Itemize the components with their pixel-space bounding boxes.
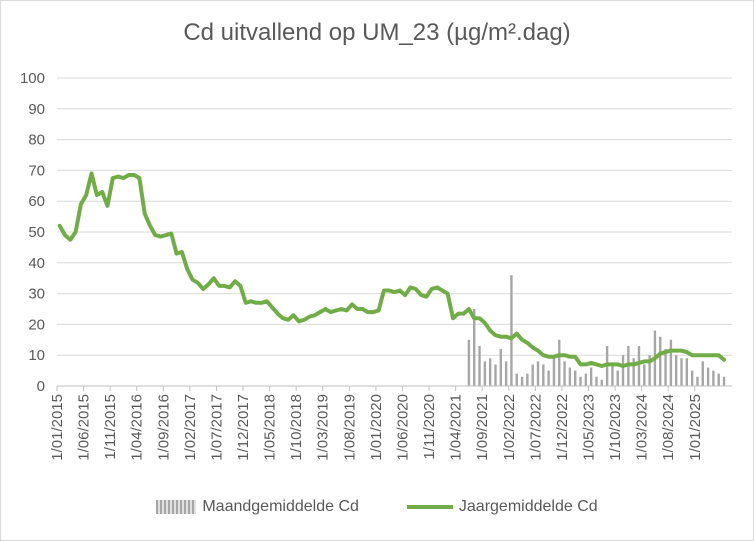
monthly-bar: [669, 339, 673, 386]
x-tick-label: 1/03/2019: [315, 394, 332, 461]
legend-item-yearly: Jaargemiddelde Cd: [406, 498, 598, 516]
monthly-bar: [510, 275, 513, 386]
monthly-bar: [563, 361, 566, 386]
x-tick-label: 1/06/2015: [76, 394, 93, 461]
x-tick-label: 1/07/2022: [527, 394, 544, 461]
x-tick-label: 1/02/2017: [182, 394, 199, 461]
x-tick-label: 1/04/2021: [448, 394, 465, 461]
x-tick-label: 1/07/2017: [208, 394, 225, 461]
monthly-bar: [664, 349, 667, 386]
monthly-bar: [648, 355, 651, 386]
monthly-bar: [494, 364, 497, 386]
monthly-bar: [488, 358, 492, 386]
x-tick-label: 1/12/2017: [235, 394, 252, 461]
monthly-bar: [722, 376, 726, 386]
x-tick-label: 1/11/2020: [421, 394, 438, 460]
monthly-bar: [696, 376, 699, 386]
monthly-bar: [674, 355, 678, 386]
monthly-bar: [568, 367, 572, 386]
monthly-bar: [643, 364, 646, 386]
x-tick-label: 1/05/2018: [262, 394, 279, 461]
x-tick-label: 1/03/2024: [634, 394, 651, 461]
monthly-bar: [611, 364, 614, 386]
monthly-bar: [589, 367, 593, 386]
x-tick-label: 1/12/2022: [554, 394, 571, 461]
monthly-bar: [520, 376, 524, 386]
x-tick-label: 1/06/2020: [394, 394, 411, 461]
monthly-bar: [632, 358, 635, 386]
monthly-bar: [574, 370, 577, 386]
x-tick-label: 1/04/2016: [129, 394, 146, 461]
legend-swatch-monthly: [156, 500, 197, 514]
monthly-bar: [706, 367, 710, 386]
legend: Maandgemiddelde Cd Jaargemiddelde Cd: [1, 498, 753, 516]
x-tick-label: 1/09/2021: [474, 394, 491, 461]
x-tick-label: 1/10/2018: [288, 394, 305, 461]
monthly-bar: [659, 336, 662, 386]
monthly-bar: [558, 339, 561, 386]
x-axis: [56, 385, 732, 391]
monthly-bars: [467, 275, 726, 386]
x-tick-label: 1/08/2019: [341, 394, 358, 461]
monthly-bar: [547, 370, 550, 386]
monthly-bar: [531, 364, 534, 386]
monthly-bar: [685, 358, 689, 386]
monthly-bar: [690, 370, 694, 386]
monthly-bar: [600, 379, 603, 386]
x-tick-label: 1/10/2023: [607, 394, 624, 461]
y-tick-label: 50: [28, 224, 45, 241]
y-tick-label: 100: [20, 70, 45, 87]
monthly-bar: [717, 373, 720, 386]
monthly-bar: [616, 370, 619, 386]
y-axis-labels: 0 10 20 30 40 50 60 70 80 90 100: [20, 70, 45, 395]
monthly-bar: [621, 355, 625, 386]
monthly-bar: [584, 373, 588, 386]
x-tick-label: 1/02/2022: [501, 394, 518, 461]
monthly-bar: [536, 361, 540, 386]
monthly-bar: [712, 370, 715, 386]
monthly-bar: [526, 373, 529, 386]
x-tick-label: 1/11/2015: [102, 394, 119, 460]
monthly-bar: [542, 364, 545, 386]
y-tick-label: 10: [28, 347, 45, 364]
grid-lines: [57, 77, 732, 356]
legend-item-monthly: Maandgemiddelde Cd: [156, 498, 359, 516]
legend-label-monthly: Maandgemiddelde Cd: [202, 498, 359, 515]
monthly-bar: [515, 373, 518, 386]
monthly-bar: [473, 309, 476, 386]
yearly-average-line: [57, 171, 726, 368]
monthly-bar: [552, 355, 556, 386]
y-tick-label: 70: [28, 162, 45, 179]
monthly-bar: [499, 349, 502, 386]
monthly-bar: [483, 361, 487, 386]
x-tick-label: 1/01/2020: [368, 394, 385, 461]
monthly-bar: [478, 345, 481, 386]
chart-title: Cd uitvallend op UM_23 (µg/m².dag): [183, 19, 571, 46]
y-tick-label: 30: [28, 286, 45, 303]
y-tick-label: 90: [28, 101, 45, 118]
y-tick-label: 80: [28, 132, 45, 149]
y-tick-label: 40: [28, 255, 45, 272]
y-tick-label: 60: [28, 193, 45, 210]
x-tick-label: 1/09/2016: [155, 394, 172, 461]
legend-swatch-yearly: [406, 505, 453, 509]
x-tick-label: 1/08/2024: [660, 394, 677, 461]
legend-label-yearly: Jaargemiddelde Cd: [458, 498, 598, 515]
x-tick-label: 1/01/2025: [687, 394, 704, 461]
monthly-bar: [701, 361, 704, 386]
monthly-bar: [637, 345, 641, 386]
y-tick-label: 20: [28, 316, 45, 333]
x-tick-label: 1/05/2023: [580, 394, 597, 461]
monthly-bar: [680, 358, 683, 386]
x-axis-labels: 1/01/2015 1/06/2015 1/11/2015 1/04/2016 1/09…: [49, 394, 704, 461]
y-tick-label: 0: [37, 378, 45, 395]
monthly-bar: [467, 339, 471, 386]
yearly-line: [57, 171, 726, 368]
monthly-bar: [504, 361, 508, 386]
monthly-bar: [595, 376, 598, 386]
x-tick-label: 1/01/2015: [49, 394, 66, 461]
monthly-bar: [579, 376, 582, 386]
